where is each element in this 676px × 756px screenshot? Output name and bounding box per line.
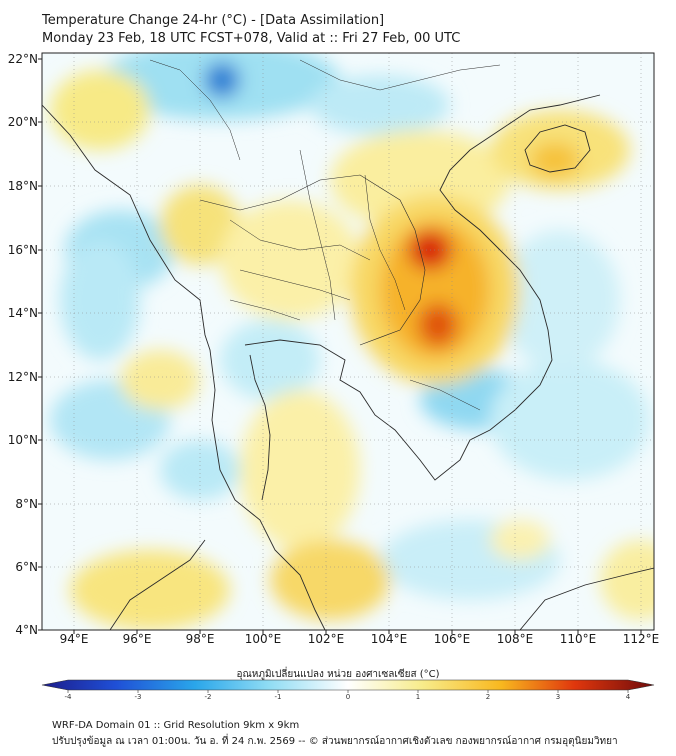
colorbar-tick-label: 1 — [415, 693, 421, 701]
colorbar-tick-label: -2 — [204, 693, 212, 701]
colorbar-tick-label: 2 — [485, 693, 491, 701]
lon-label-104e: 104°E — [370, 632, 408, 646]
lon-label-108e: 108°E — [496, 632, 534, 646]
coastlines — [42, 59, 654, 630]
lat-label-22n: 22°N — [7, 52, 38, 66]
map-subtitle: Monday 23 Feb, 18 UTC FCST+078, Valid at… — [42, 31, 461, 46]
lat-label-8n: 8°N — [15, 497, 38, 511]
lat-label-18n: 18°N — [7, 179, 38, 193]
lon-label-100e: 100°E — [244, 632, 282, 646]
lat-label-12n: 12°N — [7, 370, 38, 384]
lat-label-6n: 6°N — [15, 560, 38, 574]
colorbar-label: อุณหภูมิเปลี่ยนแปลง หน่วย องศาเซลเซียส (… — [236, 669, 440, 680]
temperature-field — [50, 53, 654, 630]
colorbar-tick-label: -4 — [64, 693, 72, 701]
footer-domain-info: WRF-DA Domain 01 :: Grid Resolution 9km … — [52, 720, 300, 731]
map-title: Temperature Change 24-hr (°C) - [Data As… — [42, 13, 385, 28]
colorbar-ticks — [67, 690, 629, 693]
lon-label-106e: 106°E — [433, 632, 471, 646]
lat-label-20n: 20°N — [7, 115, 38, 129]
colorbar-tick-label: -3 — [134, 693, 142, 701]
colorbar-tick-label: 4 — [625, 693, 631, 701]
colorbar-tick-label: 0 — [345, 693, 351, 701]
lon-label-96e: 96°E — [122, 632, 152, 646]
lon-label-110e: 110°E — [559, 632, 597, 646]
lon-label-112e: 112°E — [622, 632, 660, 646]
lon-label-94e: 94°E — [59, 632, 89, 646]
lat-label-10n: 10°N — [7, 433, 38, 447]
lat-label-14n: 14°N — [7, 306, 38, 320]
colorbar-tick-label: -1 — [274, 693, 282, 701]
colorbar-tick-label: 3 — [555, 693, 561, 701]
footer-credit: ปรับปรุงข้อมูล ณ เวลา 01:00น. วัน อ. ที่… — [52, 736, 618, 747]
gridlines — [42, 53, 654, 630]
lat-label-16n: 16°N — [7, 243, 38, 257]
lon-label-98e: 98°E — [185, 632, 215, 646]
lat-label-4n: 4°N — [15, 623, 38, 637]
lon-label-102e: 102°E — [307, 632, 345, 646]
axis-ticks — [38, 58, 642, 634]
map-frame — [41, 52, 655, 631]
